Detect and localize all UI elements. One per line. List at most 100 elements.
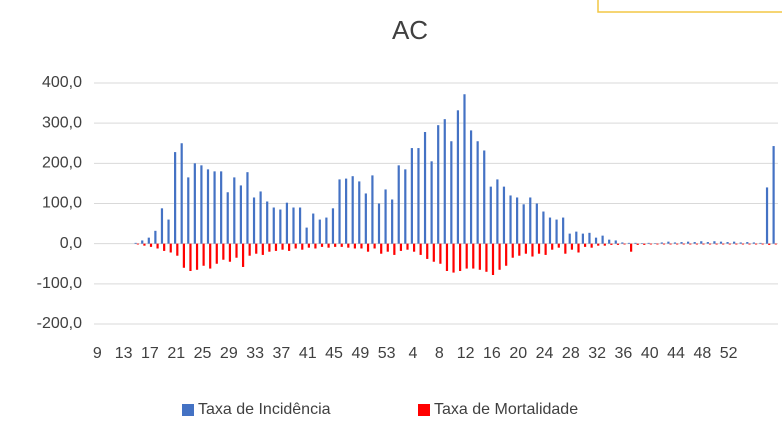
bar	[241, 243, 245, 267]
bar	[351, 176, 354, 244]
bar	[318, 219, 321, 244]
bar	[187, 177, 190, 244]
bar	[380, 243, 383, 254]
bar	[430, 161, 433, 244]
bar	[640, 243, 644, 244]
y-tick-label: 100,0	[42, 195, 82, 212]
bar	[594, 237, 598, 244]
bar	[154, 230, 157, 244]
bar	[301, 243, 304, 250]
bar	[412, 243, 416, 252]
bar	[669, 243, 672, 245]
bar	[555, 219, 558, 244]
bar	[274, 243, 278, 251]
bar	[167, 219, 170, 244]
bar	[298, 207, 302, 244]
bar	[647, 242, 650, 244]
bar	[176, 243, 179, 256]
bar	[248, 243, 251, 256]
bar	[754, 243, 758, 245]
x-tick-label: 8	[435, 345, 444, 362]
bar	[279, 209, 282, 244]
bar	[667, 241, 670, 244]
x-tick-label: 37	[273, 345, 291, 362]
bar	[377, 203, 381, 244]
bar	[459, 243, 462, 271]
legend-swatch	[418, 404, 430, 416]
bar	[575, 231, 578, 244]
x-tick-label: 17	[141, 345, 159, 362]
y-tick-label: -100,0	[37, 275, 82, 292]
bar	[334, 243, 337, 247]
bar	[456, 110, 460, 244]
x-tick-label: 45	[325, 345, 343, 362]
bar	[215, 243, 218, 264]
x-tick-label: 28	[562, 345, 580, 362]
bar	[288, 243, 291, 251]
bar	[445, 243, 449, 271]
bar	[700, 241, 703, 244]
bar	[656, 243, 659, 245]
bar	[524, 243, 527, 254]
bar	[294, 243, 297, 249]
bar	[193, 163, 196, 244]
bar	[772, 146, 775, 244]
x-tick-label: 25	[194, 345, 212, 362]
x-tick-label: 29	[220, 345, 238, 362]
bar	[371, 175, 374, 244]
overlay-box	[597, 0, 782, 13]
bar	[327, 243, 330, 248]
bar	[531, 243, 534, 257]
bar	[708, 243, 712, 245]
bar	[568, 233, 571, 244]
bar	[156, 243, 159, 249]
bar	[180, 143, 183, 244]
bar	[206, 169, 210, 244]
bar	[364, 193, 367, 244]
bar	[463, 94, 466, 244]
bar	[384, 189, 387, 244]
x-tick-label: 13	[115, 345, 133, 362]
bar	[233, 177, 236, 244]
bar	[485, 243, 488, 272]
bar	[733, 241, 736, 244]
bar	[502, 186, 506, 244]
bar	[616, 243, 620, 245]
bar	[765, 187, 769, 244]
bar	[182, 243, 185, 268]
bar	[630, 243, 633, 252]
chart-title: AC	[392, 15, 428, 45]
bar	[491, 243, 495, 275]
bar	[147, 237, 150, 244]
bar	[391, 199, 394, 244]
bar	[476, 141, 479, 244]
x-tick-label: 44	[667, 345, 685, 362]
bar	[621, 242, 624, 244]
bar	[149, 243, 153, 247]
bar	[610, 243, 613, 245]
bar	[136, 243, 139, 245]
bar	[261, 243, 264, 255]
bar	[746, 242, 749, 244]
bar	[735, 243, 738, 245]
bar	[209, 243, 212, 269]
bar	[331, 208, 335, 244]
bar	[601, 235, 604, 244]
bar	[577, 243, 580, 253]
bar	[748, 243, 751, 245]
bar	[397, 165, 400, 244]
bar	[590, 243, 593, 248]
bar	[719, 241, 723, 244]
bar	[358, 181, 361, 244]
bar	[252, 197, 256, 244]
bar	[623, 243, 626, 245]
legend-label: Taxa de Mortalidade	[434, 401, 578, 418]
x-tick-label: 4	[409, 345, 418, 362]
bar	[695, 243, 698, 245]
x-tick-label: 41	[299, 345, 317, 362]
bar	[649, 243, 652, 245]
bar	[715, 243, 718, 245]
bar	[588, 232, 591, 244]
bar	[213, 171, 216, 244]
